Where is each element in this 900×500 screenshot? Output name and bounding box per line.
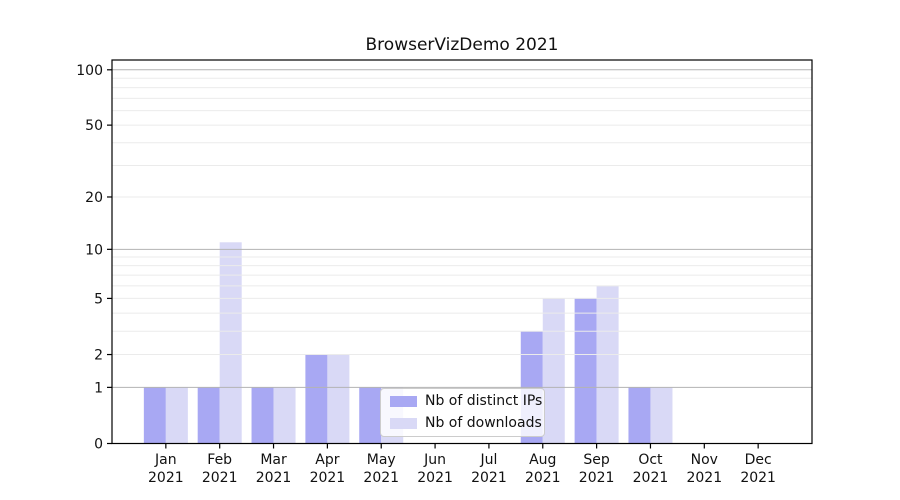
x-tick-label-year: 2021 [202,470,238,486]
x-tick-label-month: Jul [479,452,497,468]
y-tick-label: 2 [94,348,103,364]
legend: Nb of distinct IPs Nb of downloads [380,388,545,437]
y-tick-label: 100 [76,63,103,79]
bar-distinct-ips-may [359,387,382,444]
bar-downloads-mar [273,387,296,444]
y-tick-label: 10 [85,242,103,258]
y-tick-label: 20 [85,190,103,206]
bar-distinct-ips-jan [143,387,166,444]
x-tick-label-month: Aug [529,452,556,468]
bar-distinct-ips-mar [251,387,274,444]
legend-item-downloads: Nb of downloads [390,415,542,432]
bar-distinct-ips-apr [305,354,328,444]
bar-distinct-ips-feb [197,387,220,444]
legend-swatch-downloads-icon [390,418,417,429]
x-tick-label-month: Nov [691,452,718,468]
legend-swatch-distinct-ips-icon [390,396,417,407]
bar-downloads-jan [165,387,188,444]
x-tick-label-year: 2021 [363,470,399,486]
x-tick-label-year: 2021 [633,470,669,486]
x-tick-label-year: 2021 [471,470,507,486]
bar-downloads-oct [650,387,673,444]
bar-downloads-sep [596,285,619,444]
chart-title: BrowserVizDemo 2021 [365,35,559,55]
x-tick-label-month: Feb [207,452,232,468]
legend-label-distinct-ips: Nb of distinct IPs [425,393,543,409]
x-tick-label-year: 2021 [310,470,346,486]
legend-item-distinct-ips: Nb of distinct IPs [390,393,542,410]
x-tick-label-month: Jun [423,452,446,468]
x-tick-label-month: Sep [583,452,610,468]
x-tick-label-month: Oct [638,452,663,468]
bar-downloads-feb [219,242,242,444]
bar-downloads-apr [327,354,350,444]
y-tick-label: 50 [85,118,103,134]
x-tick-label-year: 2021 [256,470,292,486]
x-tick-label-month: Mar [260,452,287,468]
x-tick-label-year: 2021 [417,470,453,486]
x-tick-label-year: 2021 [579,470,615,486]
bar-downloads-aug [542,298,565,444]
x-tick-label-year: 2021 [525,470,561,486]
y-tick-label: 0 [94,437,103,453]
y-tick-label: 5 [94,291,103,307]
x-tick-label-year: 2021 [740,470,776,486]
bar-distinct-ips-sep [574,298,597,444]
plot-border [111,59,813,445]
x-tick-label-month: Dec [745,452,772,468]
legend-label-downloads: Nb of downloads [425,415,542,431]
x-tick-label-year: 2021 [686,470,722,486]
y-tick-label: 1 [94,380,103,396]
x-tick-label-month: Apr [315,452,339,468]
x-tick-label-month: May [367,452,396,468]
bar-distinct-ips-oct [628,387,651,444]
x-tick-label-month: Jan [154,452,177,468]
x-tick-label-year: 2021 [148,470,184,486]
